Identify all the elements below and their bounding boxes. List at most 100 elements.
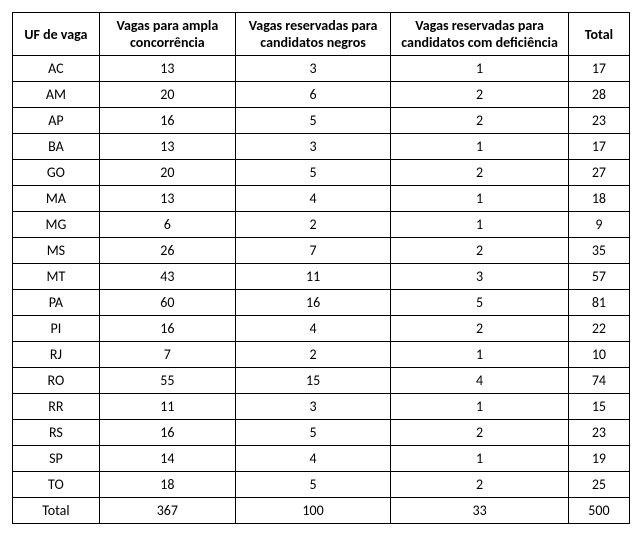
col-header-total: Total [568,13,629,56]
table-row: AM206228 [13,82,630,108]
table-cell: 11 [235,264,390,290]
table-row: SP144119 [13,446,630,472]
table-cell: 10 [568,342,629,368]
table-cell: 4 [391,368,569,394]
table-cell: 26 [99,238,235,264]
table-row: Total36710033500 [13,498,630,524]
table-cell: 2 [391,238,569,264]
table-cell: 22 [568,316,629,342]
table-cell: 2 [391,420,569,446]
table-cell: AP [13,108,100,134]
table-cell: 13 [99,134,235,160]
table-cell: 5 [235,160,390,186]
table-cell: 6 [235,82,390,108]
table-row: PI164222 [13,316,630,342]
table-row: TO185225 [13,472,630,498]
table-cell: 367 [99,498,235,524]
table-cell: 4 [235,186,390,212]
table-row: RR113115 [13,394,630,420]
table-cell: 3 [235,394,390,420]
table-cell: 14 [99,446,235,472]
table-cell: GO [13,160,100,186]
table-row: MT4311357 [13,264,630,290]
table-cell: 18 [99,472,235,498]
table-cell: RR [13,394,100,420]
table-row: AP165223 [13,108,630,134]
table-cell: 55 [99,368,235,394]
col-header-uf: UF de vaga [13,13,100,56]
table-cell: 5 [235,108,390,134]
table-cell: 16 [99,108,235,134]
table-cell: 74 [568,368,629,394]
table-cell: 1 [391,342,569,368]
table-row: AC133117 [13,56,630,82]
table-cell: 500 [568,498,629,524]
col-header-deficiencia: Vagas reservadas para candidatos com def… [391,13,569,56]
table-cell: 1 [391,134,569,160]
table-cell: 15 [568,394,629,420]
table-cell: RO [13,368,100,394]
table-cell: 25 [568,472,629,498]
table-cell: 57 [568,264,629,290]
table-cell: 2 [235,342,390,368]
table-header: UF de vaga Vagas para ampla concorrência… [13,13,630,56]
table-cell: MA [13,186,100,212]
table-cell: 17 [568,56,629,82]
table-body: AC133117AM206228AP165223BA133117GO205227… [13,56,630,524]
table-cell: MT [13,264,100,290]
table-row: PA6016581 [13,290,630,316]
table-cell: 1 [391,212,569,238]
table-cell: 1 [391,56,569,82]
table-cell: 13 [99,56,235,82]
table-cell: 2 [391,316,569,342]
table-cell: 4 [235,446,390,472]
table-row: RJ72110 [13,342,630,368]
table-cell: 7 [99,342,235,368]
table-cell: 28 [568,82,629,108]
table-cell: 2 [391,472,569,498]
table-row: RS165223 [13,420,630,446]
table-cell: TO [13,472,100,498]
table-cell: 1 [391,446,569,472]
table-cell: 2 [391,160,569,186]
table-row: MA134118 [13,186,630,212]
table-cell: 16 [235,290,390,316]
table-cell: 5 [235,472,390,498]
header-row: UF de vaga Vagas para ampla concorrência… [13,13,630,56]
table-row: GO205227 [13,160,630,186]
table-cell: 23 [568,420,629,446]
table-cell: 23 [568,108,629,134]
table-cell: 19 [568,446,629,472]
table-cell: PA [13,290,100,316]
table-cell: 9 [568,212,629,238]
table-cell: 3 [235,134,390,160]
table-cell: 16 [99,316,235,342]
table-cell: RJ [13,342,100,368]
table-cell: 15 [235,368,390,394]
table-cell: 16 [99,420,235,446]
table-cell: 6 [99,212,235,238]
table-cell: 100 [235,498,390,524]
table-cell: 1 [391,394,569,420]
table-cell: Total [13,498,100,524]
table-cell: 43 [99,264,235,290]
vagas-table: UF de vaga Vagas para ampla concorrência… [12,12,630,524]
table-cell: BA [13,134,100,160]
table-cell: 17 [568,134,629,160]
table-cell: AM [13,82,100,108]
table-cell: SP [13,446,100,472]
table-cell: 20 [99,82,235,108]
table-cell: 27 [568,160,629,186]
table-cell: AC [13,56,100,82]
table-row: BA133117 [13,134,630,160]
table-row: MS267235 [13,238,630,264]
table-cell: 7 [235,238,390,264]
table-cell: 2 [391,108,569,134]
table-cell: MG [13,212,100,238]
table-cell: 3 [235,56,390,82]
table-cell: PI [13,316,100,342]
table-cell: 2 [235,212,390,238]
table-cell: 1 [391,186,569,212]
table-cell: 3 [391,264,569,290]
table-cell: 60 [99,290,235,316]
